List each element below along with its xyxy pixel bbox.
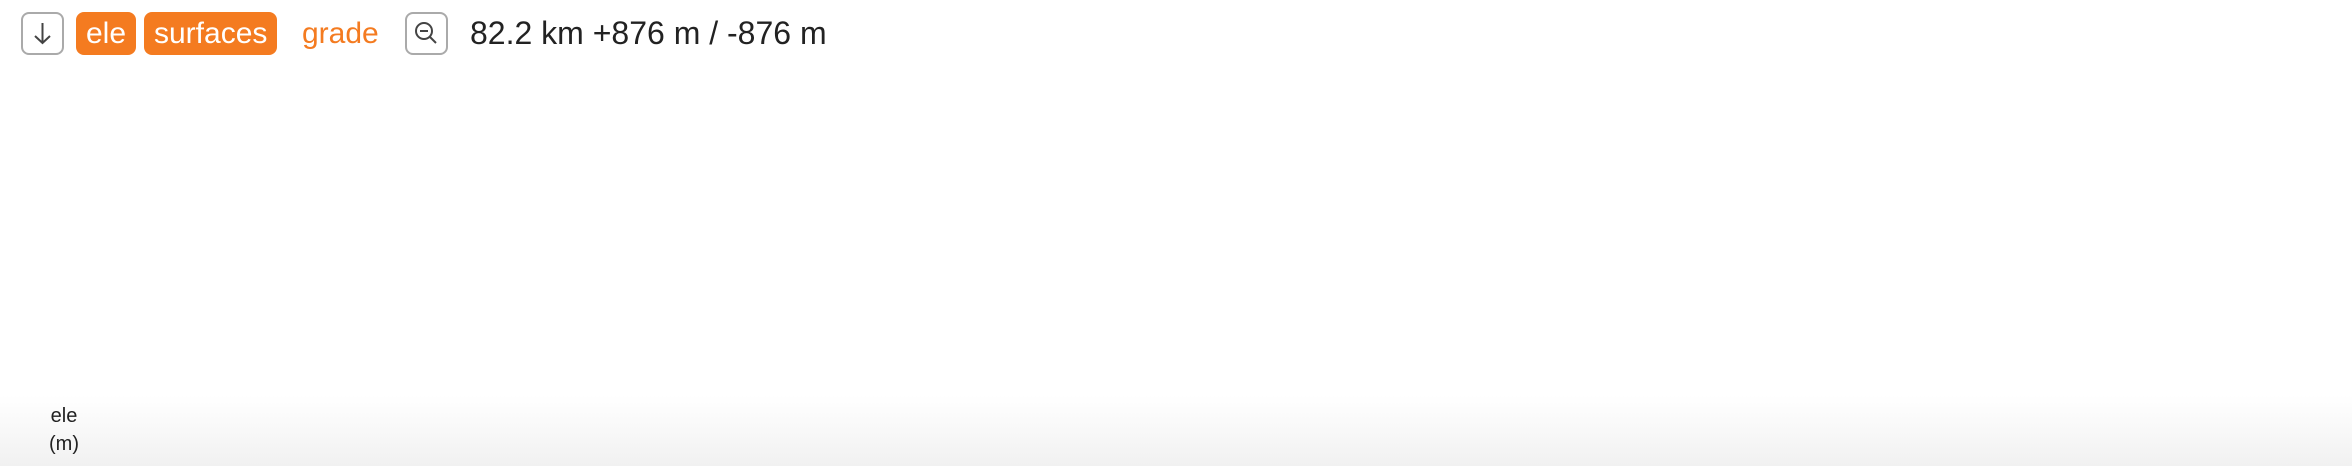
ele-button[interactable]: ele — [76, 12, 137, 55]
zoom-out-button[interactable] — [405, 12, 448, 55]
route-stats: 82.2 km +876 m / -876 m — [470, 15, 827, 51]
surfaces-button[interactable]: surfaces — [144, 12, 278, 55]
footer-band — [0, 395, 2352, 466]
zoom-icon — [415, 22, 437, 44]
grade-button[interactable]: grade — [302, 17, 379, 50]
y-axis-label: ele (m) — [49, 405, 79, 455]
